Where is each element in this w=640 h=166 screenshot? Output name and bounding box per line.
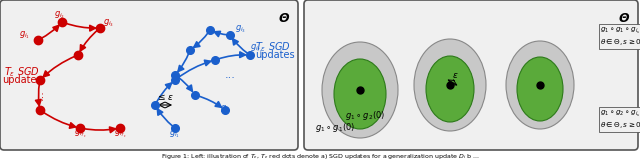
Text: Θ: Θ — [618, 12, 629, 25]
Text: $g_{i_{T_\varepsilon}}$: $g_{i_{T_\varepsilon}}$ — [250, 43, 263, 55]
Text: $g_1\circ g_2(0)$: $g_1\circ g_2(0)$ — [345, 109, 385, 122]
Text: ...: ... — [225, 70, 236, 80]
Ellipse shape — [517, 57, 563, 121]
Text: $g_1\circ g_2\circ g_{i_s}\circ\cdots\circ g_{i_1}(\theta):$
$\theta\in\Theta, s: $g_1\circ g_2\circ g_{i_s}\circ\cdots\ci… — [600, 108, 640, 131]
Text: $g_{i_2}$: $g_{i_2}$ — [54, 9, 65, 21]
Text: $g_1\circ g_1(0)$: $g_1\circ g_1(0)$ — [315, 121, 355, 134]
Text: updates: updates — [255, 50, 294, 60]
Text: $g_{i_3}$: $g_{i_3}$ — [103, 17, 114, 29]
Text: updates: updates — [2, 75, 42, 85]
Ellipse shape — [334, 59, 386, 129]
Ellipse shape — [506, 41, 574, 129]
Text: $g_{i_2}$: $g_{i_2}$ — [220, 103, 231, 115]
Text: $g_{i_1}$: $g_{i_1}$ — [170, 128, 180, 140]
Text: $T_\varepsilon$ SGD: $T_\varepsilon$ SGD — [255, 40, 291, 54]
Text: $g_{i_{T_\varepsilon}}$: $g_{i_{T_\varepsilon}}$ — [113, 128, 127, 140]
Text: Θ: Θ — [278, 12, 289, 25]
Text: Figure 1: Left: illustration of $T_\varepsilon$, $T_\varepsilon$ red dots denote: Figure 1: Left: illustration of $T_\vare… — [161, 152, 479, 161]
Text: $\leq\varepsilon$: $\leq\varepsilon$ — [156, 92, 174, 102]
Ellipse shape — [426, 56, 474, 122]
Text: $g_{i_{T_\varepsilon}}$: $g_{i_{T_\varepsilon}}$ — [74, 128, 86, 140]
FancyBboxPatch shape — [304, 0, 638, 150]
FancyBboxPatch shape — [0, 0, 298, 150]
Text: $g_{i_1}$: $g_{i_1}$ — [19, 29, 30, 41]
Ellipse shape — [322, 42, 398, 138]
Text: $g_{i_3}$: $g_{i_3}$ — [235, 23, 246, 35]
Text: $T_\varepsilon$ SGD: $T_\varepsilon$ SGD — [4, 65, 40, 79]
Text: $g_1\circ g_1\circ g_{i_s}\circ\cdots\circ g_{i_1}(\theta):$
$\theta\in\Theta, s: $g_1\circ g_1\circ g_{i_s}\circ\cdots\ci… — [600, 25, 640, 48]
Ellipse shape — [414, 39, 486, 131]
Text: ...: ... — [35, 90, 45, 100]
Text: $\varepsilon$: $\varepsilon$ — [452, 71, 458, 80]
